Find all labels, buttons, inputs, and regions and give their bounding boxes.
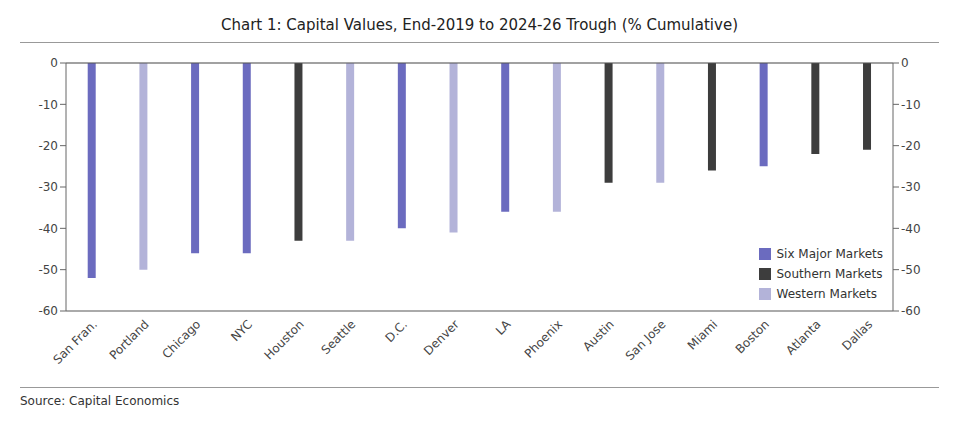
svg-text:-10: -10	[38, 98, 58, 112]
svg-text:D.C.: D.C.	[382, 317, 410, 345]
svg-text:Denver: Denver	[421, 317, 462, 358]
svg-text:-50: -50	[901, 263, 921, 277]
svg-text:-20: -20	[38, 139, 58, 153]
svg-text:San Jose: San Jose	[623, 317, 669, 363]
svg-text:-30: -30	[38, 180, 58, 194]
svg-text:Houston: Houston	[262, 317, 307, 362]
svg-text:-20: -20	[901, 139, 921, 153]
svg-text:Dallas: Dallas	[839, 317, 875, 353]
html-text:Source: Capital Economics: Source: Capital Economics	[20, 394, 180, 408]
svg-text:-30: -30	[901, 180, 921, 194]
svg-text:NYC: NYC	[228, 317, 255, 344]
html-text:Six Major Markets: Six Major Markets	[776, 247, 883, 261]
html-text:Chart 1: Capital Values, End-2: Chart 1: Capital Values, End-2019 to 202…	[221, 16, 738, 34]
svg-text:0: 0	[50, 56, 58, 70]
svg-text:LA: LA	[493, 317, 514, 338]
svg-text:Austin: Austin	[580, 317, 617, 354]
svg-text:San Fran.: San Fran.	[50, 317, 100, 367]
html-text:Southern Markets: Southern Markets	[776, 267, 883, 281]
html-text:Western Markets: Western Markets	[776, 287, 877, 301]
svg-text:-40: -40	[38, 222, 58, 236]
svg-text:-50: -50	[38, 263, 58, 277]
svg-text:Boston: Boston	[733, 317, 772, 356]
svg-text:-60: -60	[901, 304, 921, 318]
svg-text:-10: -10	[901, 98, 921, 112]
svg-text:Chicago: Chicago	[159, 317, 203, 361]
svg-text:-40: -40	[901, 222, 921, 236]
svg-text:Seattle: Seattle	[318, 317, 358, 357]
svg-text:0: 0	[901, 56, 909, 70]
svg-text:-60: -60	[38, 304, 58, 318]
svg-text:Atlanta: Atlanta	[783, 317, 823, 357]
svg-text:Phoenix: Phoenix	[522, 317, 566, 361]
svg-text:Miami: Miami	[685, 317, 720, 352]
svg-text:Portland: Portland	[107, 317, 152, 362]
